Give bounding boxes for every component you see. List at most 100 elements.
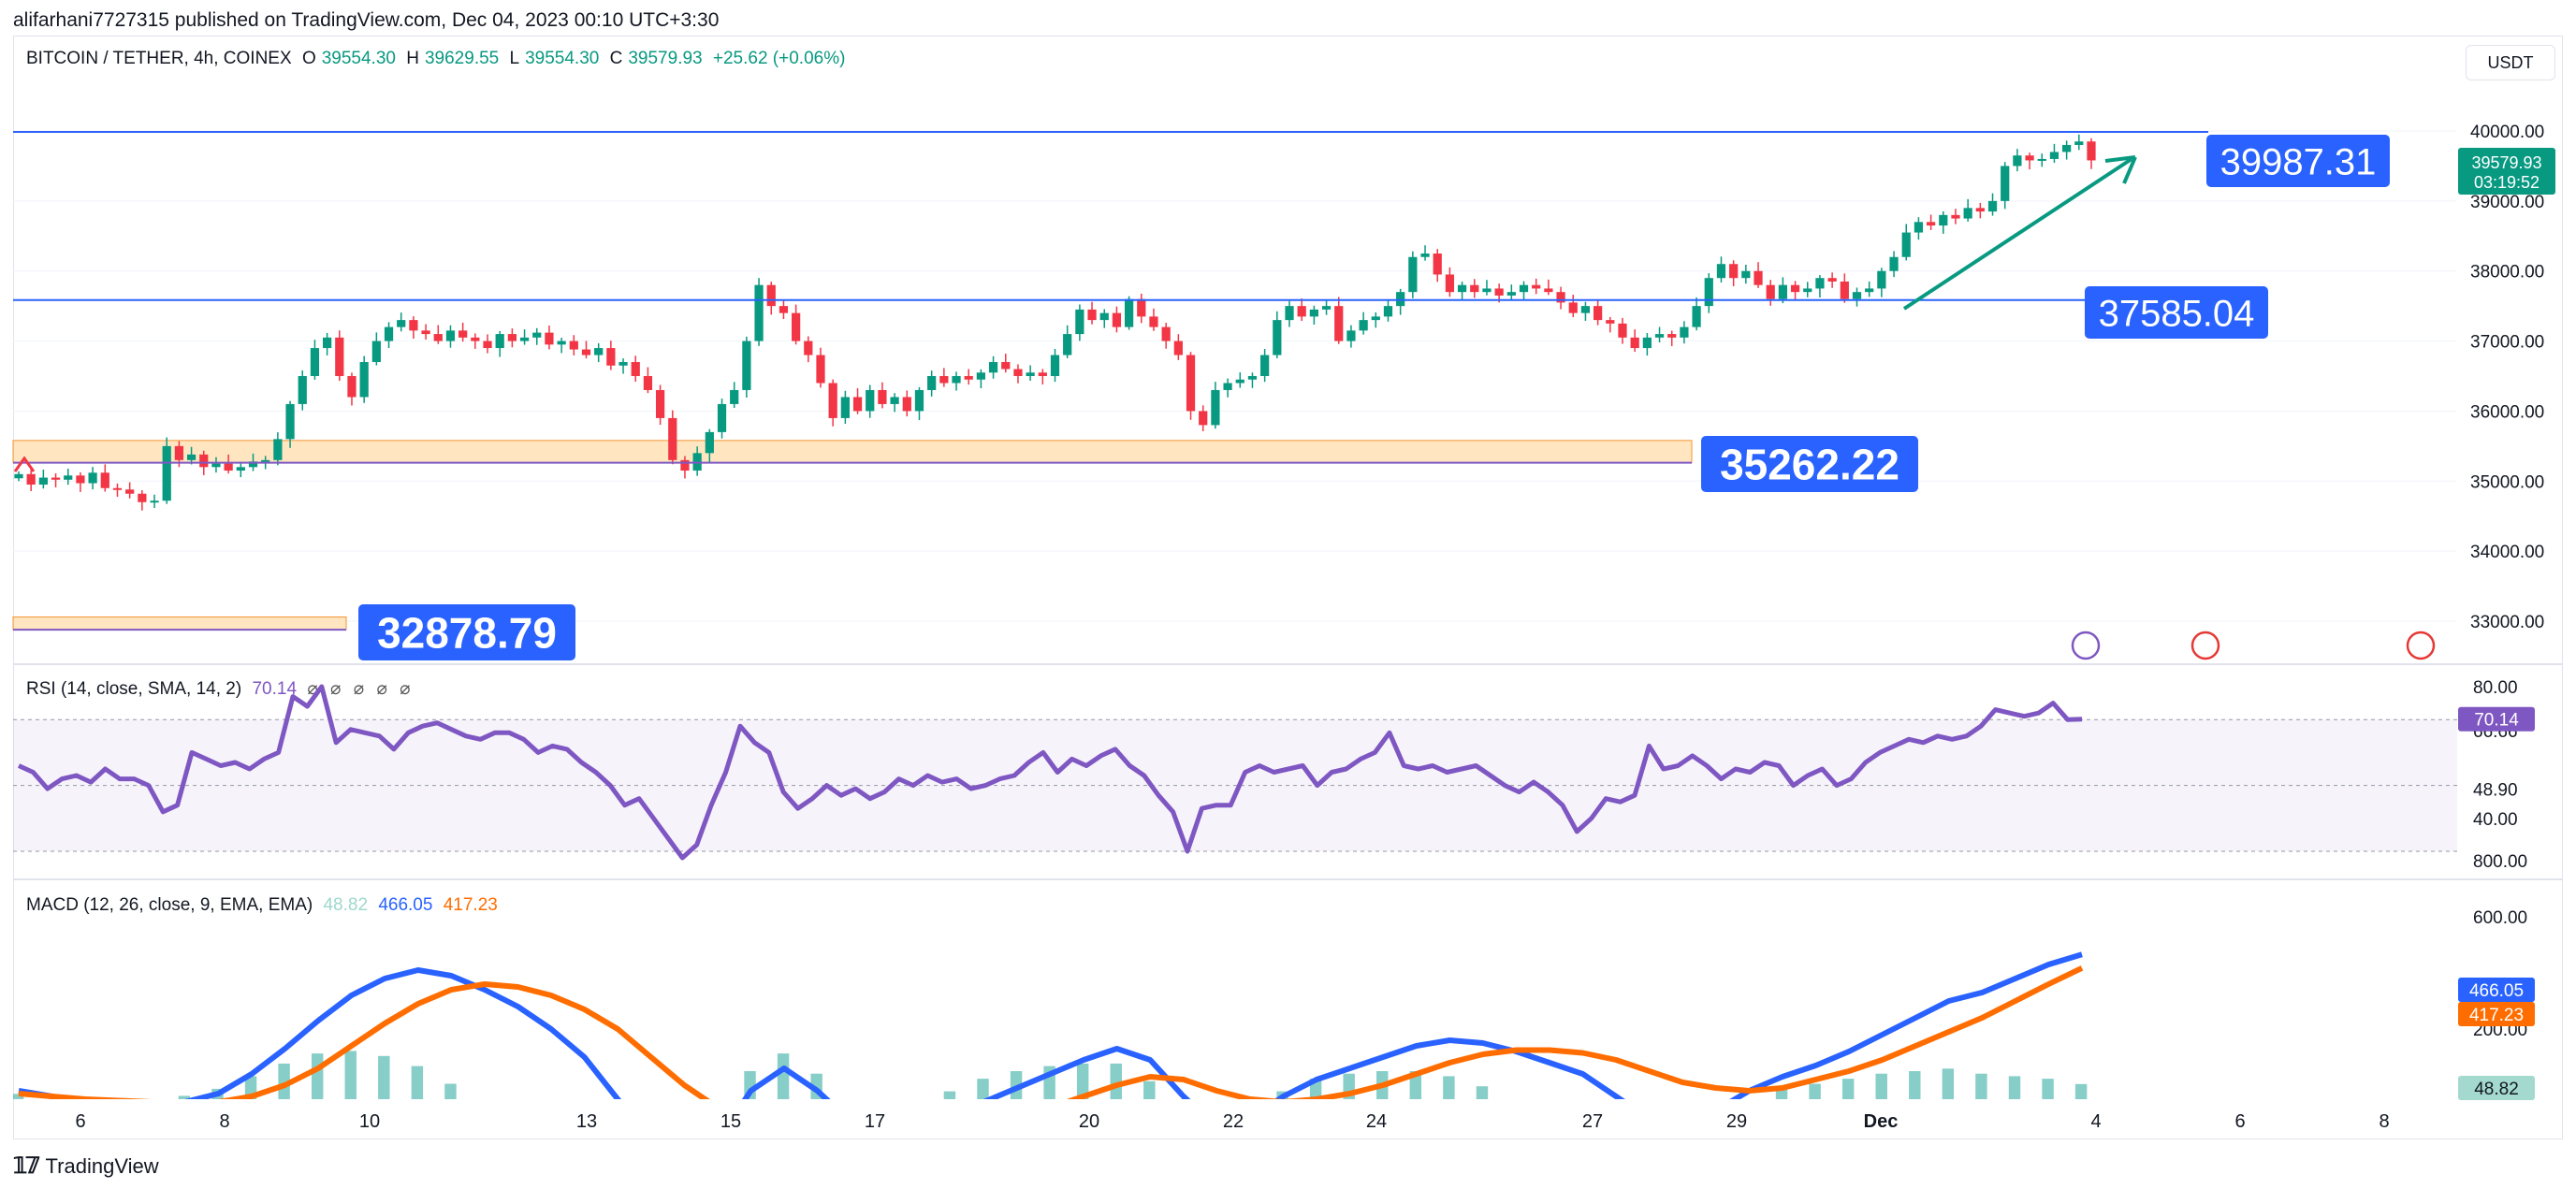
candle-body — [1667, 334, 1677, 338]
candle-body — [1963, 208, 1972, 219]
candle-body — [1914, 222, 1924, 233]
candle-body — [1790, 284, 1800, 293]
time-tick-label: 20 — [1079, 1111, 1099, 1132]
candle-body — [2062, 144, 2072, 152]
candle-body — [371, 341, 381, 363]
time-tick-label: Dec — [1864, 1111, 1899, 1132]
candle-body — [1433, 254, 1442, 275]
candle-body — [643, 376, 653, 390]
candle-body — [199, 454, 209, 468]
price-tick-label: 34000.00 — [2470, 543, 2544, 562]
footer: 𝟙𝟟 TradingView — [13, 1153, 159, 1180]
candle-body — [804, 341, 813, 355]
candle-body — [1099, 312, 1109, 321]
candle-body — [890, 397, 899, 404]
macd-histogram-bar — [1809, 1083, 1821, 1099]
macd-value-badge-text: 417.23 — [2469, 1006, 2524, 1025]
macd-line — [18, 951, 2083, 1099]
time-tick-label: 17 — [865, 1111, 885, 1132]
time-tick-label: 29 — [1726, 1111, 1747, 1132]
candle-body — [14, 473, 23, 479]
candle-body — [1026, 372, 1035, 376]
symbol-name[interactable]: BITCOIN / TETHER, 4h, COINEX — [26, 49, 292, 68]
candle-body — [1309, 309, 1318, 317]
candle-body — [1285, 306, 1294, 321]
level-label-box — [358, 604, 575, 660]
macd-histogram-bar — [1143, 1080, 1156, 1099]
candle-body — [1050, 355, 1060, 376]
candle-body — [1211, 389, 1220, 426]
candle-body — [557, 341, 566, 345]
chart-frame — [13, 36, 2563, 1139]
candle-body — [186, 454, 196, 460]
macd-histogram-bar — [178, 1095, 191, 1099]
candle-body — [335, 337, 344, 376]
candle-body — [766, 284, 776, 307]
candle-body — [705, 431, 714, 454]
candle-body — [224, 463, 233, 471]
rsi-source-icons[interactable]: ⌀ ⌀ ⌀ ⌀ ⌀ — [307, 679, 415, 699]
price-tick-label: 37000.00 — [2470, 333, 2544, 353]
macd-signal-value: 417.23 — [443, 895, 498, 915]
price-tick-label: 33000.00 — [2470, 613, 2544, 632]
candle-body — [322, 337, 332, 349]
candle-body — [2001, 166, 2010, 201]
time-tick-label: 10 — [359, 1111, 380, 1132]
macd-histogram-bar — [344, 1051, 357, 1099]
candle-body — [2074, 141, 2084, 145]
candle-body — [655, 389, 665, 418]
candle-body — [1235, 379, 1244, 384]
level-label-text: 39987.31 — [2220, 141, 2377, 182]
candle-body — [1519, 284, 1529, 293]
candle-body — [397, 320, 406, 327]
candle-body — [631, 362, 640, 376]
candle-body — [1716, 264, 1726, 279]
candle-body — [1975, 208, 1985, 212]
footer-brand[interactable]: TradingView — [45, 1153, 159, 1178]
candle-body — [1840, 281, 1849, 299]
candle-body — [1482, 288, 1492, 293]
time-tick-label: 13 — [576, 1111, 597, 1132]
currency-button[interactable]: USDT — [2466, 45, 2555, 80]
macd-plot — [13, 951, 2088, 1099]
candle-body — [2037, 158, 2046, 161]
macd-histogram-bar — [2008, 1076, 2021, 1099]
candle-body — [1506, 292, 1516, 296]
last-price-badge — [2458, 148, 2555, 195]
candle-body — [1901, 232, 1911, 257]
candle-body — [840, 397, 850, 418]
macd-histogram-bar — [1909, 1071, 1921, 1099]
rsi-label[interactable]: RSI (14, close, SMA, 14, 2) — [26, 679, 242, 699]
candle-body — [138, 493, 147, 502]
candle-body — [1877, 270, 1886, 289]
candle-body — [606, 348, 616, 366]
annotations: 39987.31 37585.04 35262.22 32878.79 39579.93… — [13, 135, 2555, 660]
tradingview-logo-icon[interactable]: 𝟙𝟟 — [13, 1153, 40, 1179]
candle-body — [1420, 254, 1430, 257]
candle-body — [38, 477, 48, 486]
macd-tick-label: 800.00 — [2473, 852, 2527, 872]
macd-histogram-bar — [1110, 1063, 1122, 1099]
candle-body — [1642, 337, 1652, 349]
candle-body — [211, 463, 221, 468]
candle-body — [76, 475, 85, 484]
high-label: H — [406, 49, 419, 68]
level-label-box — [2085, 286, 2268, 339]
candle-body — [1137, 298, 1146, 317]
candle-body — [1606, 320, 1615, 324]
candle-body — [754, 284, 764, 341]
publisher-info: alifarhani7727315 published on TradingVi… — [13, 9, 720, 31]
candle-body — [1827, 278, 1837, 282]
rsi-line — [17, 684, 2083, 861]
price-axes: 33000.00 34000.00 35000.00 36000.00 37000.00… — [2470, 123, 2544, 632]
candle-body — [347, 376, 357, 398]
countdown-text: 03:19:52 — [2474, 173, 2540, 192]
macd-label[interactable]: MACD (12, 26, close, 9, EMA, EMA) — [26, 895, 313, 915]
macd-histogram-bar — [1975, 1073, 1987, 1099]
low-value: 39554.30 — [525, 49, 600, 68]
candle-body — [779, 306, 789, 313]
rsi-value-badge — [2458, 706, 2535, 732]
rsi-value-badge-text: 70.14 — [2474, 711, 2519, 731]
